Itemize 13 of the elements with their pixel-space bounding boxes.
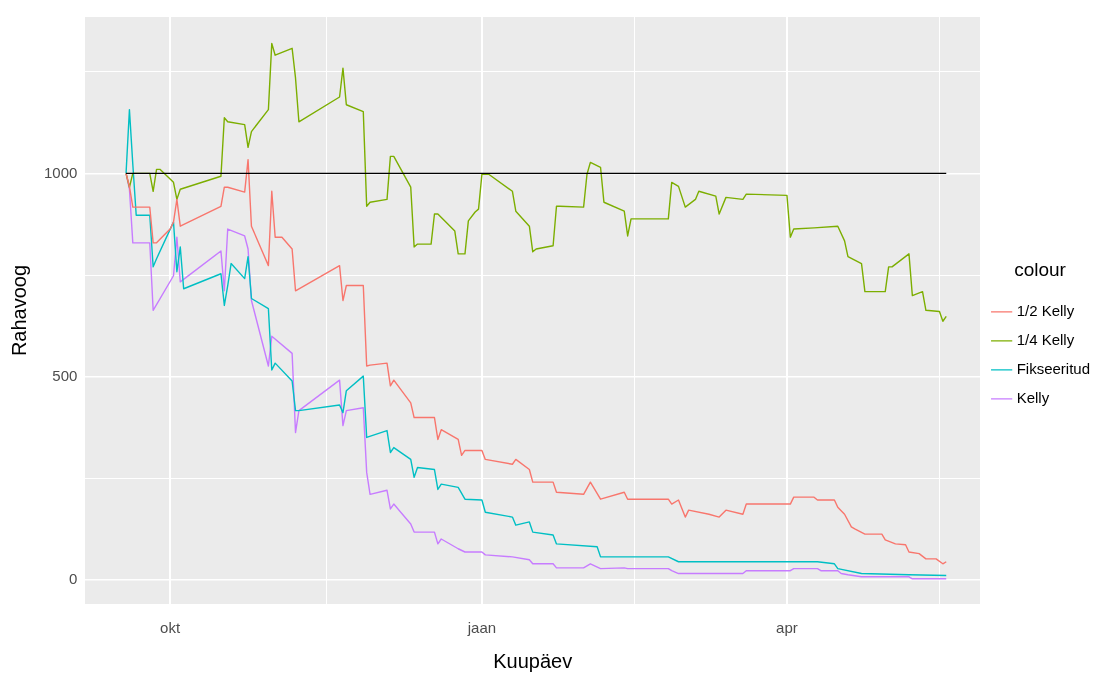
x-tick-label: jaan [466, 619, 497, 637]
x-tick-label: apr [776, 619, 798, 637]
y-tick-label: 1000 [43, 163, 78, 181]
legend-title: colour [1014, 259, 1067, 281]
y-tick-label: 0 [69, 569, 78, 587]
legend-label: 1/4 Kelly [1016, 331, 1075, 349]
x-axis-title: Kuupäev [493, 649, 573, 672]
y-axis-title: Rahavoog [7, 264, 30, 357]
legend-label: Fikseeritud [1016, 360, 1090, 378]
legend-label: Kelly [1016, 389, 1050, 407]
legend-label: 1/2 Kelly [1016, 302, 1075, 320]
y-tick-label: 500 [52, 366, 78, 384]
x-tick-label: okt [160, 619, 181, 637]
